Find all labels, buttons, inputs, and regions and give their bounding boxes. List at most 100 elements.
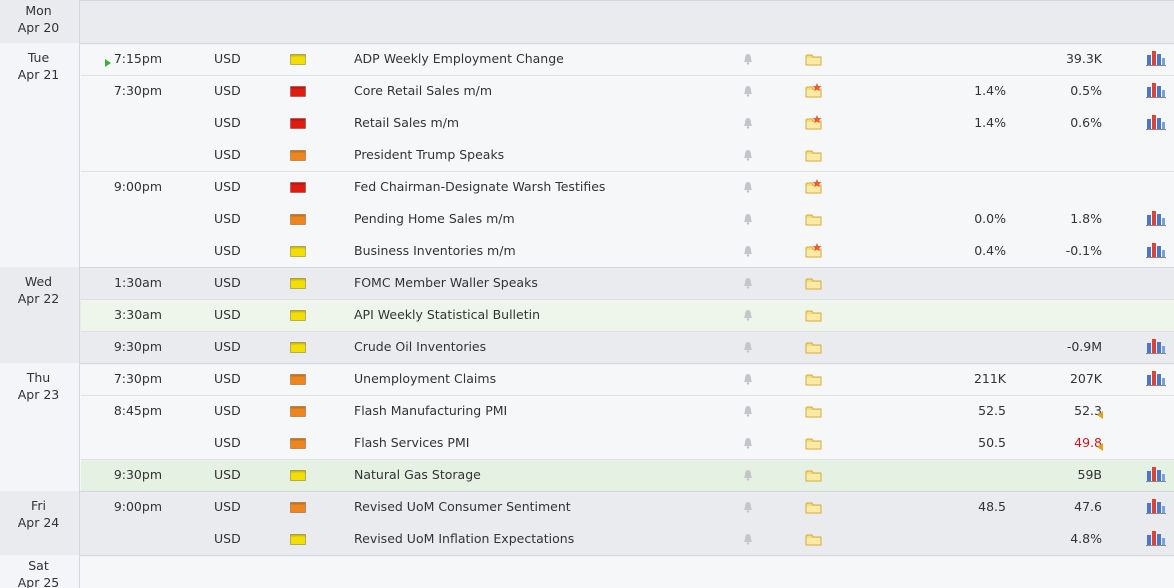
day-cell xyxy=(0,363,80,491)
date: Apr 22 xyxy=(17,291,60,306)
detail-folder[interactable] xyxy=(805,147,823,163)
detail-folder[interactable] xyxy=(805,499,823,515)
row-separator xyxy=(81,171,1174,172)
alert-bell[interactable] xyxy=(742,469,754,481)
currency: USD xyxy=(214,371,241,386)
event-title: Fed Chairman-Designate Warsh Testifies xyxy=(354,179,606,194)
graph-icon[interactable] xyxy=(1146,338,1166,354)
date: Apr 20 xyxy=(17,20,60,35)
time: 1:30am xyxy=(114,275,162,290)
weekday: Fri xyxy=(31,498,46,513)
forecast: 211K xyxy=(973,371,1006,386)
previous: 47.6 xyxy=(1074,499,1102,514)
forecast: 48.5 xyxy=(978,499,1006,514)
date: Apr 25 xyxy=(17,575,60,588)
time: 7:30pm xyxy=(113,371,162,386)
detail-folder[interactable] xyxy=(805,275,823,291)
graph-icon[interactable] xyxy=(1146,498,1166,514)
detail-folder[interactable] xyxy=(805,371,823,387)
alert-bell[interactable] xyxy=(742,437,754,449)
detail-folder[interactable] xyxy=(805,403,823,419)
forecast: 1.4% xyxy=(974,83,1006,98)
impact-icon xyxy=(290,437,306,449)
previous: 0.6% xyxy=(1070,115,1102,130)
alert-bell[interactable] xyxy=(742,117,754,129)
revision-marker xyxy=(1097,407,1103,419)
currency: USD xyxy=(214,435,241,450)
day-group xyxy=(0,491,1174,555)
graph-icon[interactable] xyxy=(1146,82,1166,98)
alert-bell[interactable] xyxy=(742,405,754,417)
previous: 0.5% xyxy=(1070,83,1102,98)
weekday: Thu xyxy=(26,370,51,385)
alert-bell[interactable] xyxy=(742,277,754,289)
row-separator xyxy=(81,459,1174,460)
detail-folder[interactable] xyxy=(805,179,823,195)
currency: USD xyxy=(214,467,241,482)
currency: USD xyxy=(214,339,241,354)
previous: 49.8 xyxy=(1074,435,1102,450)
alert-bell[interactable] xyxy=(742,85,754,97)
weekday: Mon xyxy=(25,3,52,18)
graph-icon[interactable] xyxy=(1146,242,1166,258)
detail-folder[interactable] xyxy=(805,243,823,259)
detail-folder[interactable] xyxy=(805,435,823,451)
currency: USD xyxy=(214,403,241,418)
event-title: Pending Home Sales m/m xyxy=(354,211,515,226)
day-group xyxy=(0,43,1174,267)
event-title: Business Inventories m/m xyxy=(354,243,516,258)
alert-bell[interactable] xyxy=(742,149,754,161)
impact-icon xyxy=(290,213,306,225)
weekday: Sat xyxy=(28,558,49,573)
row-separator xyxy=(81,75,1174,76)
date: Apr 23 xyxy=(17,387,60,402)
time: 8:45pm xyxy=(113,403,162,418)
alert-bell[interactable] xyxy=(742,309,754,321)
event-title: ADP Weekly Employment Change xyxy=(354,51,564,66)
graph-icon[interactable] xyxy=(1146,370,1166,386)
forecast: 50.5 xyxy=(978,435,1006,450)
currency: USD xyxy=(214,499,241,514)
previous: 52.3 xyxy=(1074,403,1102,418)
detail-folder[interactable] xyxy=(805,51,823,67)
detail-folder[interactable] xyxy=(805,531,823,547)
impact-icon xyxy=(290,181,306,193)
row-separator xyxy=(81,299,1174,300)
day-group xyxy=(0,0,1174,43)
detail-folder[interactable] xyxy=(805,83,823,99)
day-cell xyxy=(0,555,80,588)
detail-folder[interactable] xyxy=(805,115,823,131)
detail-folder[interactable] xyxy=(805,339,823,355)
currency: USD xyxy=(214,83,241,98)
event-title: Flash Services PMI xyxy=(354,435,470,450)
row-highlight xyxy=(81,460,1174,491)
alert-bell[interactable] xyxy=(742,373,754,385)
alert-bell[interactable] xyxy=(742,341,754,353)
currency: USD xyxy=(214,275,241,290)
event-title: Revised UoM Consumer Sentiment xyxy=(354,499,571,514)
graph-icon[interactable] xyxy=(1146,210,1166,226)
time: 9:00pm xyxy=(113,499,162,514)
graph-icon[interactable] xyxy=(1146,114,1166,130)
forecast: 52.5 xyxy=(978,403,1006,418)
alert-bell[interactable] xyxy=(742,53,754,65)
previous: -0.9M xyxy=(1066,339,1102,354)
graph-icon[interactable] xyxy=(1146,50,1166,66)
alert-bell[interactable] xyxy=(742,181,754,193)
detail-folder[interactable] xyxy=(805,307,823,323)
alert-bell[interactable] xyxy=(742,501,754,513)
graph-icon[interactable] xyxy=(1146,466,1166,482)
event-title: Unemployment Claims xyxy=(354,371,497,386)
row-highlight xyxy=(81,300,1174,331)
detail-folder[interactable] xyxy=(805,211,823,227)
date: Apr 24 xyxy=(17,515,60,530)
detail-folder[interactable] xyxy=(805,467,823,483)
previous: 59B xyxy=(1077,467,1102,482)
graph-icon[interactable] xyxy=(1146,530,1166,546)
previous: 1.8% xyxy=(1070,211,1102,226)
alert-bell[interactable] xyxy=(742,245,754,257)
alert-bell[interactable] xyxy=(742,533,754,545)
alert-bell[interactable] xyxy=(742,213,754,225)
currency: USD xyxy=(214,307,241,322)
revision-marker xyxy=(1097,439,1103,451)
